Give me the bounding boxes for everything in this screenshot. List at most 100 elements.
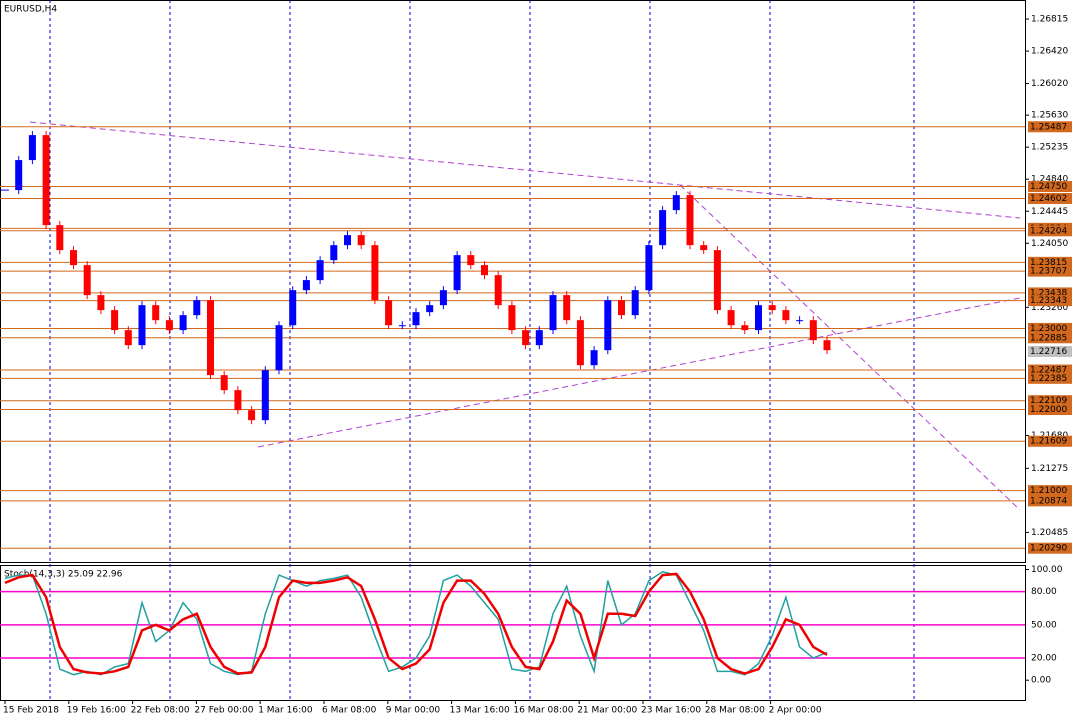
candle (645, 245, 653, 291)
candle (179, 315, 187, 331)
level-label: 1.23343 (1030, 296, 1067, 306)
candle (152, 305, 160, 321)
level-label: 1.24204 (1030, 226, 1067, 236)
level-box (1028, 364, 1072, 376)
candle (138, 305, 146, 346)
candle (453, 255, 461, 291)
x-tick-label: 19 Feb 16:00 (67, 706, 126, 716)
indicator-title: Stoch(14,3,3) 25.09 22.96 (4, 570, 123, 580)
y-tick-label: 20.00 (1031, 654, 1057, 664)
candle (302, 280, 310, 291)
level-label: 1.23000 (1030, 324, 1067, 334)
y-tick-label: 1.26020 (1031, 79, 1068, 89)
level-box (1028, 322, 1072, 334)
candle (124, 330, 132, 346)
candle (604, 300, 612, 351)
candle (727, 310, 735, 326)
candle (248, 410, 256, 421)
y-tick-label: 1.26420 (1031, 47, 1068, 57)
y-tick-label: 1.21275 (1031, 464, 1068, 474)
candle (508, 305, 516, 331)
candle (631, 290, 639, 316)
candle (207, 300, 214, 376)
chart-title: EURUSD,H4 (4, 5, 57, 15)
level-box (1028, 404, 1072, 416)
x-tick-label: 1 Mar 16:00 (258, 706, 313, 716)
stoch-frame (0, 565, 1026, 701)
candle (289, 290, 297, 326)
x-tick-label: 22 Feb 08:00 (131, 706, 190, 716)
level-label: 1.20290 (1030, 544, 1067, 554)
y-tick-label: 1.24840 (1031, 175, 1068, 185)
level-label: 1.21609 (1030, 437, 1067, 447)
candle (467, 255, 475, 266)
level-box (1028, 435, 1072, 447)
candle (809, 320, 817, 341)
trend-line (29, 121, 1021, 219)
candle (522, 330, 530, 346)
x-tick-label: 27 Feb 00:00 (194, 706, 253, 716)
y-tick-label: 100.00 (1031, 565, 1063, 575)
level-label: 1.21000 (1030, 486, 1067, 496)
candle (220, 375, 228, 391)
candle (782, 310, 790, 321)
candle (193, 300, 201, 316)
candle (234, 390, 242, 411)
level-label: 1.22885 (1030, 333, 1067, 343)
candle (42, 135, 50, 226)
candle (111, 310, 119, 331)
current-price-box (1028, 345, 1072, 357)
candle (659, 210, 667, 246)
y-tick-label: 1.20485 (1031, 528, 1068, 538)
candle (439, 290, 447, 306)
x-tick-label: 13 Mar 16:00 (450, 706, 510, 716)
level-label: 1.23438 (1030, 288, 1067, 298)
level-box (1028, 256, 1072, 268)
level-box (1028, 193, 1072, 205)
y-tick-label: 1.25630 (1031, 111, 1068, 121)
candle (618, 300, 625, 316)
level-label: 1.20874 (1030, 496, 1067, 506)
y-tick-label: 50.00 (1031, 620, 1057, 630)
candle (56, 225, 64, 251)
candle (261, 370, 269, 421)
candle (165, 320, 173, 331)
candle (768, 305, 776, 311)
x-tick-label: 15 Feb 2018 (3, 706, 59, 716)
candle (481, 265, 488, 276)
candle (494, 275, 502, 306)
y-tick-label: 80.00 (1031, 587, 1057, 597)
x-tick-label: 2 Apr 00:00 (769, 706, 822, 716)
candle (15, 160, 23, 191)
candle (700, 245, 708, 251)
candle (823, 340, 831, 351)
stoch-line (4, 572, 828, 675)
candle (28, 135, 36, 161)
candle (275, 325, 283, 371)
candle (796, 320, 804, 322)
candle (590, 350, 598, 366)
main-frame (0, 0, 1026, 563)
candle (70, 250, 77, 266)
level-label: 1.22487 (1030, 366, 1067, 376)
candle (713, 250, 721, 311)
candle (426, 305, 434, 313)
candle (686, 195, 694, 246)
candle (316, 260, 324, 281)
candle (741, 325, 749, 331)
x-tick-label: 6 Mar 08:00 (322, 706, 377, 716)
candle (330, 245, 338, 261)
candle (549, 295, 557, 331)
level-label: 1.23815 (1030, 258, 1067, 268)
candle (412, 312, 420, 326)
level-box (1028, 121, 1072, 133)
y-tick-label: 1.23260 (1031, 303, 1068, 313)
level-label: 1.22109 (1030, 396, 1067, 406)
candle (344, 235, 351, 246)
level-box (1028, 295, 1072, 307)
trend-line (679, 184, 1021, 511)
candle (672, 195, 680, 211)
y-tick-label: 1.24445 (1031, 207, 1068, 217)
